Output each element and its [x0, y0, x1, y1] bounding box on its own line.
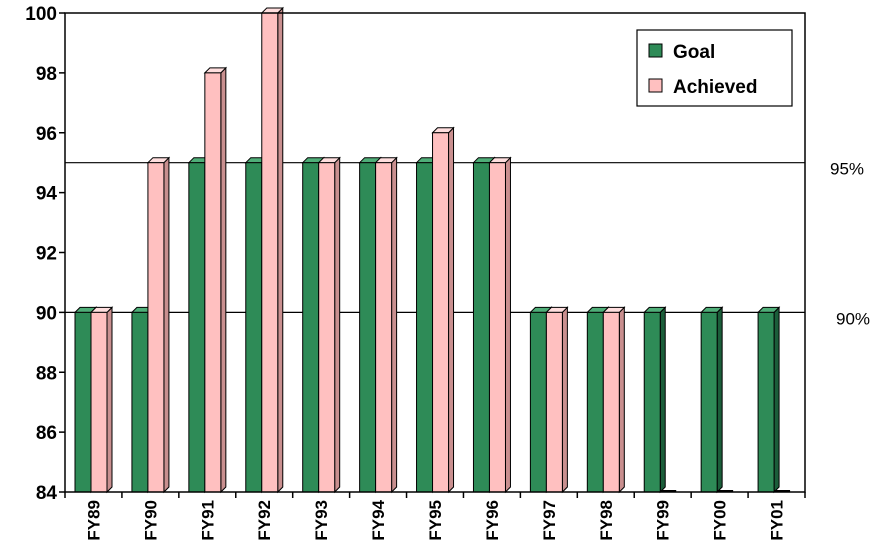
x-tick-label-fy91: FY91: [198, 500, 217, 541]
bar-achieved-fy90: [146, 156, 171, 494]
x-tick-label-fy99: FY99: [654, 500, 673, 541]
y-axis-ticks: 84 86 88 90 92 94 96 98 100: [25, 4, 65, 504]
bar-achieved-fy97: [545, 306, 569, 494]
y-tick-label-88: 88: [36, 363, 57, 384]
x-tick-label-fy96: FY96: [483, 500, 502, 541]
bar-goal-fy99: [643, 306, 667, 494]
y-tick-label-98: 98: [36, 64, 57, 85]
bar-achieved-fy89: [89, 306, 114, 494]
bar-goal-fy01: [756, 306, 781, 494]
legend-box: [636, 29, 793, 107]
y-tick-label-92: 92: [36, 244, 57, 265]
x-tick-label-fy89: FY89: [84, 500, 103, 541]
x-tick-label-fy95: FY95: [426, 500, 445, 541]
y-tick-label-90: 90: [36, 303, 57, 324]
legend-swatch-achieved: [648, 78, 663, 93]
legend-swatch-goal: [648, 43, 663, 58]
legend-label-achieved: Achieved: [673, 77, 757, 98]
y-tick-label-94: 94: [36, 184, 58, 205]
x-tick-label-fy92: FY92: [255, 500, 274, 541]
bar-achieved-fy92: [260, 6, 284, 494]
bar-achieved-fy95: [431, 126, 455, 494]
reference-label-95: 95%: [830, 160, 864, 179]
x-tick-label-fy01: FY01: [768, 500, 787, 541]
reference-lines: 95% 90%: [65, 160, 870, 328]
bar-achieved-fy96: [488, 156, 512, 494]
x-tick-label-fy98: FY98: [597, 500, 616, 541]
bars-group: [73, 6, 791, 494]
bar-achieved-fy91: [203, 66, 228, 494]
x-tick-label-fy94: FY94: [369, 499, 388, 540]
bar-achieved-fy98: [602, 306, 626, 494]
x-tick-label-fy97: FY97: [540, 500, 559, 541]
y-tick-label-86: 86: [36, 423, 57, 444]
y-tick-label-100: 100: [25, 4, 57, 25]
reference-label-90: 90%: [836, 309, 870, 328]
x-tick-label-fy93: FY93: [312, 500, 331, 541]
x-axis-ticks: FY89 FY90 FY91 FY92 FY93 FY94 FY95 FY96 FY97 FY98…: [64, 492, 806, 541]
x-tick-label-fy90: FY90: [141, 500, 160, 541]
y-tick-label-96: 96: [36, 124, 57, 145]
bar-achieved-fy93: [317, 156, 341, 494]
legend-label-goal: Goal: [673, 42, 715, 63]
bar-goal-fy00: [699, 306, 724, 494]
x-tick-label-fy00: FY00: [711, 500, 730, 541]
legend: Goal Achieved: [636, 29, 793, 107]
bar-achieved-fy94: [374, 156, 398, 494]
y-tick-label-84: 84: [36, 483, 58, 504]
